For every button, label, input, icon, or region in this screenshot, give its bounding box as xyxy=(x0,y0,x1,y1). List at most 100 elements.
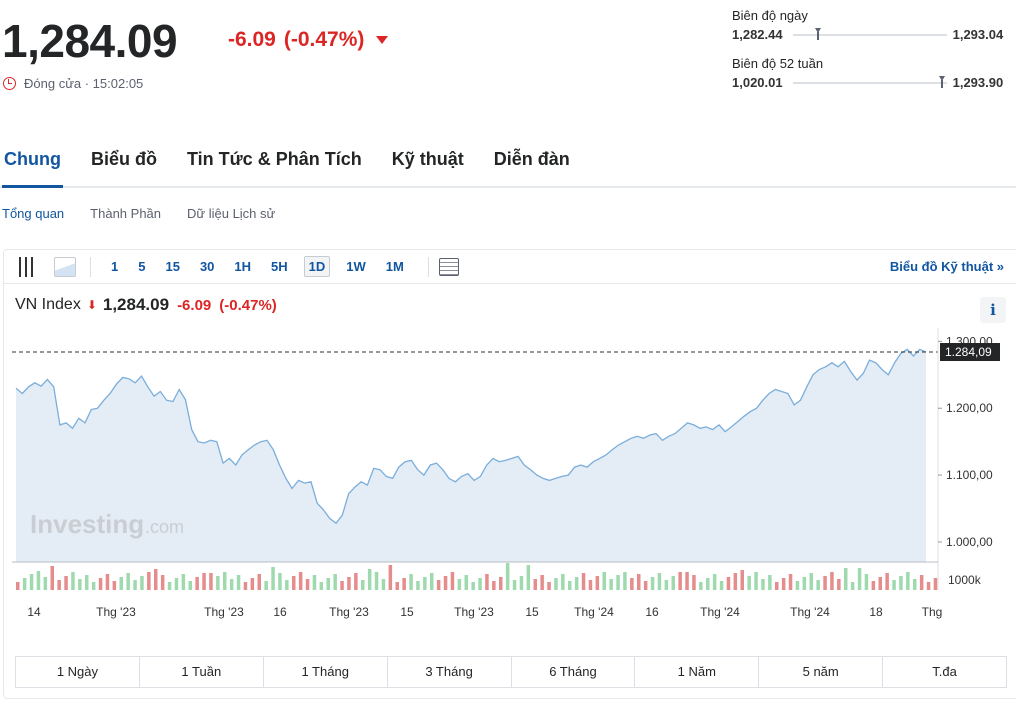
volume-bar xyxy=(354,573,358,590)
instrument-value: 1,284.09 xyxy=(102,295,170,314)
volume-bar xyxy=(561,574,565,590)
market-status: Đóng cửa · 15:02:05 xyxy=(3,76,143,91)
period-1h[interactable]: 1H xyxy=(234,259,252,274)
volume-bar xyxy=(292,576,296,590)
tab-technical[interactable]: Kỹ thuật xyxy=(391,149,464,169)
volume-bar xyxy=(285,580,289,590)
volume-bar xyxy=(271,567,275,590)
volume-bar xyxy=(795,581,800,590)
volume-bar xyxy=(312,575,317,590)
day-range-marker xyxy=(814,27,821,40)
tab-chart[interactable]: Biểu đồ xyxy=(90,149,157,169)
volume-bar xyxy=(643,581,648,590)
period-5h[interactable]: 5H xyxy=(271,259,288,274)
x-tick-label: 15 xyxy=(525,605,539,619)
volume-bar xyxy=(830,572,834,590)
volume-bar xyxy=(512,580,517,590)
range-5-years[interactable]: 5 năm xyxy=(759,657,884,687)
week52-range-bar xyxy=(792,75,947,88)
volume-bar xyxy=(223,572,227,590)
x-tick-label: 14 xyxy=(27,605,41,619)
volume-bar xyxy=(216,576,220,590)
range-3-months[interactable]: 3 Tháng xyxy=(388,657,512,687)
volume-bar xyxy=(678,572,682,590)
volume-bar xyxy=(229,579,234,590)
area-chart-icon[interactable] xyxy=(54,256,76,277)
period-1w[interactable]: 1W xyxy=(346,259,366,274)
x-tick-label: Thg '24 xyxy=(790,605,830,619)
volume-bar xyxy=(202,573,206,590)
volume-bar xyxy=(864,574,869,590)
change-value: -6.09 xyxy=(228,28,276,51)
instrument-change-pct: (-0.47%) xyxy=(219,296,277,314)
candlestick-icon[interactable] xyxy=(16,256,38,277)
period-1min[interactable]: 1 xyxy=(111,259,119,274)
instrument-change: -6.09 xyxy=(177,296,212,314)
range-max[interactable]: T.đa xyxy=(932,664,957,679)
tab-news[interactable]: Tin Tức & Phân Tích xyxy=(186,149,362,169)
down-arrow-icon xyxy=(376,36,389,44)
range-6-months[interactable]: 6 Tháng xyxy=(512,657,636,687)
period-30min[interactable]: 30 xyxy=(199,259,215,274)
subtab-historical-data[interactable]: Dữ liệu Lịch sử xyxy=(187,206,276,221)
period-1d[interactable]: 1D xyxy=(303,256,331,277)
period-1m[interactable]: 1M xyxy=(385,259,404,274)
volume-bar xyxy=(457,579,462,590)
instrument-name: VN Index xyxy=(15,296,81,313)
watermark-suffix: .com xyxy=(145,517,184,537)
volume-bar xyxy=(250,578,255,590)
change-percent: (-0.47%) xyxy=(283,28,365,51)
volume-bar xyxy=(209,573,213,590)
volume-bar xyxy=(361,580,365,590)
range-1-week[interactable]: 1 Tuần xyxy=(140,657,264,687)
week52-range-label: Biên độ 52 tuần xyxy=(732,56,824,71)
day-range-low: 1,282.44 xyxy=(732,27,783,42)
volume-bar xyxy=(712,574,717,590)
volume-bar xyxy=(478,578,482,590)
volume-bar xyxy=(167,582,172,590)
chart-toolbar: 1 5 15 30 1H 5H 1D 1W 1M Biểu đồ Kỹ thuậ… xyxy=(4,250,1016,284)
volume-bar xyxy=(781,578,786,590)
price-chart[interactable]: Investing .com1.300,001.200,001.100,001.0… xyxy=(4,328,1012,628)
subtab-components[interactable]: Thành Phần xyxy=(90,206,162,221)
volume-bar xyxy=(637,574,641,590)
current-price-label: 1.284,09 xyxy=(945,345,992,359)
volume-bar xyxy=(816,580,820,590)
volume-bar xyxy=(926,582,931,590)
down-arrow-icon: ⬇ xyxy=(86,298,97,312)
subtab-overview[interactable]: Tổng quan xyxy=(2,206,65,221)
volume-bar xyxy=(112,581,117,590)
volume-bar xyxy=(547,582,551,590)
volume-bar xyxy=(588,580,593,590)
volume-bar xyxy=(657,573,662,590)
period-15min[interactable]: 15 xyxy=(165,259,180,274)
volume-bar xyxy=(43,577,48,590)
sub-tabs: Tổng quan Thành Phần Dữ liệu Lịch sử xyxy=(2,206,275,221)
x-tick-label: Thg xyxy=(922,605,943,619)
main-tabs: Chung Biểu đồ Tin Tức & Phân Tích Kỹ thu… xyxy=(0,146,1016,188)
info-icon[interactable]: i xyxy=(980,297,1006,323)
volume-bar xyxy=(630,578,634,590)
volume-bar xyxy=(395,582,399,590)
x-tick-label: Thg '23 xyxy=(204,605,244,619)
range-1-year[interactable]: 1 Năm xyxy=(635,657,760,687)
volume-bar xyxy=(126,573,130,590)
period-5min[interactable]: 5 xyxy=(138,259,146,274)
tab-forum[interactable]: Diễn đàn xyxy=(493,149,570,169)
price-change: -6.09 (-0.47%) xyxy=(228,28,389,52)
table-view-icon[interactable] xyxy=(438,257,459,276)
volume-bar xyxy=(430,573,434,590)
tab-overview[interactable]: Chung xyxy=(2,146,63,188)
volume-bar xyxy=(733,573,738,590)
volume-bar xyxy=(22,578,27,590)
x-tick-label: 16 xyxy=(645,605,659,619)
technical-chart-link[interactable]: Biểu đồ Kỹ thuật » xyxy=(889,259,1004,274)
chart-panel: 1 5 15 30 1H 5H 1D 1W 1M Biểu đồ Kỹ thuậ… xyxy=(3,249,1016,699)
range-1-day[interactable]: 1 Ngày xyxy=(16,657,140,687)
volume-label: 1000k xyxy=(948,573,982,587)
volume-bar xyxy=(574,577,579,590)
volume-bar xyxy=(616,575,620,590)
day-range-label: Biên độ ngày xyxy=(732,8,808,23)
range-1-month[interactable]: 1 Tháng xyxy=(264,657,388,687)
volume-bar xyxy=(519,576,524,590)
